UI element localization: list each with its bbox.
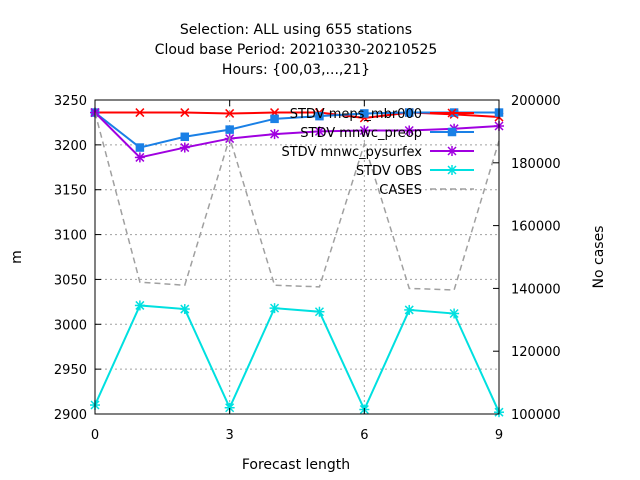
legend-marker: [447, 108, 457, 118]
legend-marker: [447, 127, 457, 137]
data-point: [135, 108, 145, 118]
legend-label: STDV mnwc_pysurfex: [281, 145, 422, 160]
legend-marker: [447, 146, 457, 156]
y-tick-label: 3150: [54, 184, 87, 199]
data-point: [269, 303, 280, 314]
legend-entry: STDV mnwc_preop: [300, 126, 474, 141]
data-point: [315, 111, 324, 121]
data-point: [269, 129, 280, 140]
chart-title: Selection: ALL using 655 stations Cloud …: [155, 22, 438, 78]
series-cases: [94, 112, 500, 291]
data-point: [134, 300, 145, 311]
y2-tick-label: 120000: [511, 345, 561, 360]
title-line-1: Selection: ALL using 655 stations: [180, 22, 412, 38]
data-point: [270, 114, 279, 124]
series-line: [94, 111, 500, 159]
legend-entry: STDV meps_mbr000: [290, 107, 474, 122]
data-point: [180, 108, 190, 118]
data-point: [179, 304, 190, 315]
legend-label: STDV OBS: [356, 164, 422, 179]
data-point: [404, 304, 415, 315]
y-tick-label: 2950: [54, 363, 87, 378]
y-tick-label: 3250: [54, 94, 87, 109]
x-tick-label: 3: [226, 428, 234, 443]
y-tick-label: 2900: [54, 408, 87, 423]
x-tick-label: 0: [91, 428, 99, 443]
legend-entry: STDV mnwc_pysurfex: [281, 145, 474, 160]
data-point: [179, 142, 190, 153]
legend-label: STDV mnwc_preop: [300, 126, 422, 141]
y2-tick-label: 180000: [511, 157, 561, 172]
series-stdv-obs: [90, 300, 504, 418]
data-point: [449, 308, 460, 319]
data-point: [404, 108, 414, 117]
y2-axis-label: No cases: [591, 226, 607, 289]
data-point: [225, 108, 235, 118]
data-point: [135, 143, 145, 152]
plot-frame: [94, 99, 500, 415]
data-point: [359, 125, 370, 136]
legend: STDV meps_mbr000 STDV mnwc_preop STDV mnwc…: [281, 107, 474, 198]
y2-tick-label: 100000: [511, 408, 561, 423]
axes: 2900 2950 3000 3050 3100 3150 3200 3250 0 3 6 9 1000…: [54, 94, 561, 443]
x-axis-label: Forecast length: [242, 457, 350, 473]
y-tick-label: 3100: [54, 229, 87, 244]
data-point: [134, 152, 145, 163]
data-point: [225, 125, 234, 134]
y-axis-label: m: [9, 250, 25, 264]
x-tick-label: 6: [360, 428, 368, 443]
legend-entry: CASES: [379, 183, 474, 198]
y-tick-label: 3050: [54, 273, 87, 288]
y2-tick-label: 160000: [511, 220, 561, 235]
series-line: [94, 112, 500, 291]
legend-label: STDV meps_mbr000: [290, 107, 422, 122]
title-line-3: Hours: {00,03,...,21}: [222, 62, 370, 78]
title-line-2: Cloud base Period: 20210330-20210525: [155, 42, 438, 58]
legend-entry: STDV OBS: [356, 164, 474, 179]
y-tick-label: 3200: [54, 139, 87, 154]
legend-marker: [447, 165, 457, 175]
legend-label: CASES: [379, 183, 422, 198]
series-line: [94, 304, 500, 413]
y-tick-label: 3000: [54, 318, 87, 333]
data-point: [314, 306, 325, 317]
x-tick-label: 9: [495, 428, 503, 443]
y2-tick-label: 140000: [511, 282, 561, 297]
data-point: [314, 126, 325, 137]
data-point: [180, 132, 190, 142]
y2-tick-label: 200000: [511, 94, 561, 109]
data-point: [404, 125, 415, 136]
data-point: [224, 402, 235, 413]
data-point: [360, 109, 369, 118]
